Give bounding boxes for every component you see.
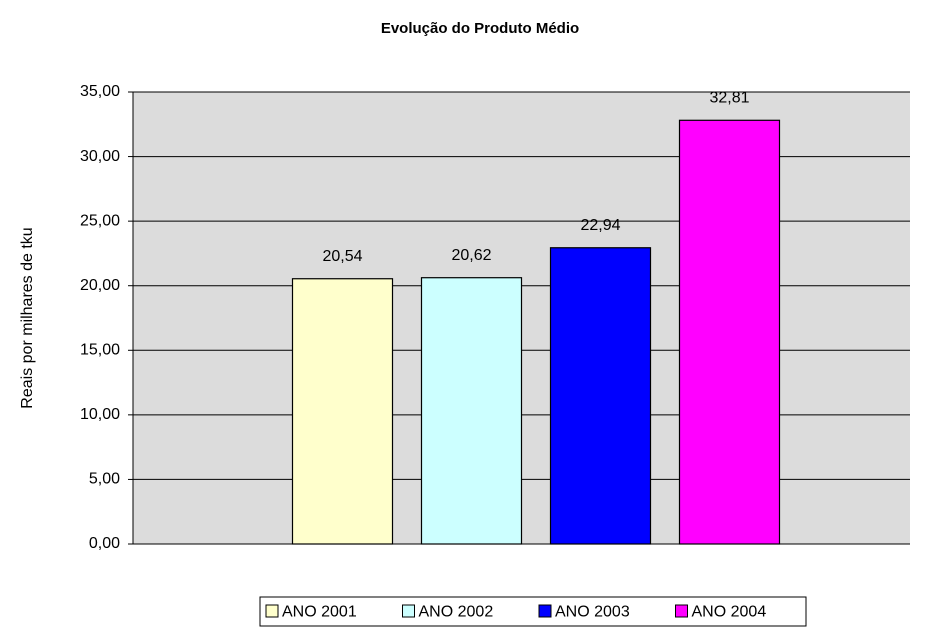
data-label: 20,62 [451, 247, 491, 264]
y-tick-label: 0,00 [89, 535, 120, 552]
y-tick-label: 35,00 [80, 83, 120, 100]
legend-box [259, 596, 807, 627]
data-label: 20,54 [322, 248, 362, 265]
legend-label: ANO 2003 [555, 604, 630, 621]
bar [420, 277, 523, 545]
y-tick-label: 5,00 [89, 471, 120, 488]
legend-swatch [675, 604, 688, 618]
y-tick-label: 10,00 [80, 406, 120, 423]
legend-swatch [402, 604, 415, 618]
y-tick-label: 25,00 [80, 212, 120, 229]
bar [549, 247, 652, 545]
chart-title: Evolução do Produto Médio [381, 20, 579, 37]
y-axis-label: Reais por milhares de tku [19, 227, 36, 408]
legend-swatch [265, 604, 279, 618]
data-label: 32,81 [709, 90, 749, 107]
legend-label: ANO 2004 [692, 604, 767, 621]
legend-label: ANO 2001 [282, 604, 357, 621]
data-label: 22,94 [580, 217, 620, 234]
y-tick-label: 15,00 [80, 342, 120, 359]
legend-label: ANO 2002 [419, 604, 494, 621]
y-tick-label: 20,00 [80, 277, 120, 294]
bar [678, 119, 781, 545]
bar [291, 278, 394, 545]
legend-swatch [538, 604, 552, 618]
y-tick-label: 30,00 [80, 148, 120, 165]
